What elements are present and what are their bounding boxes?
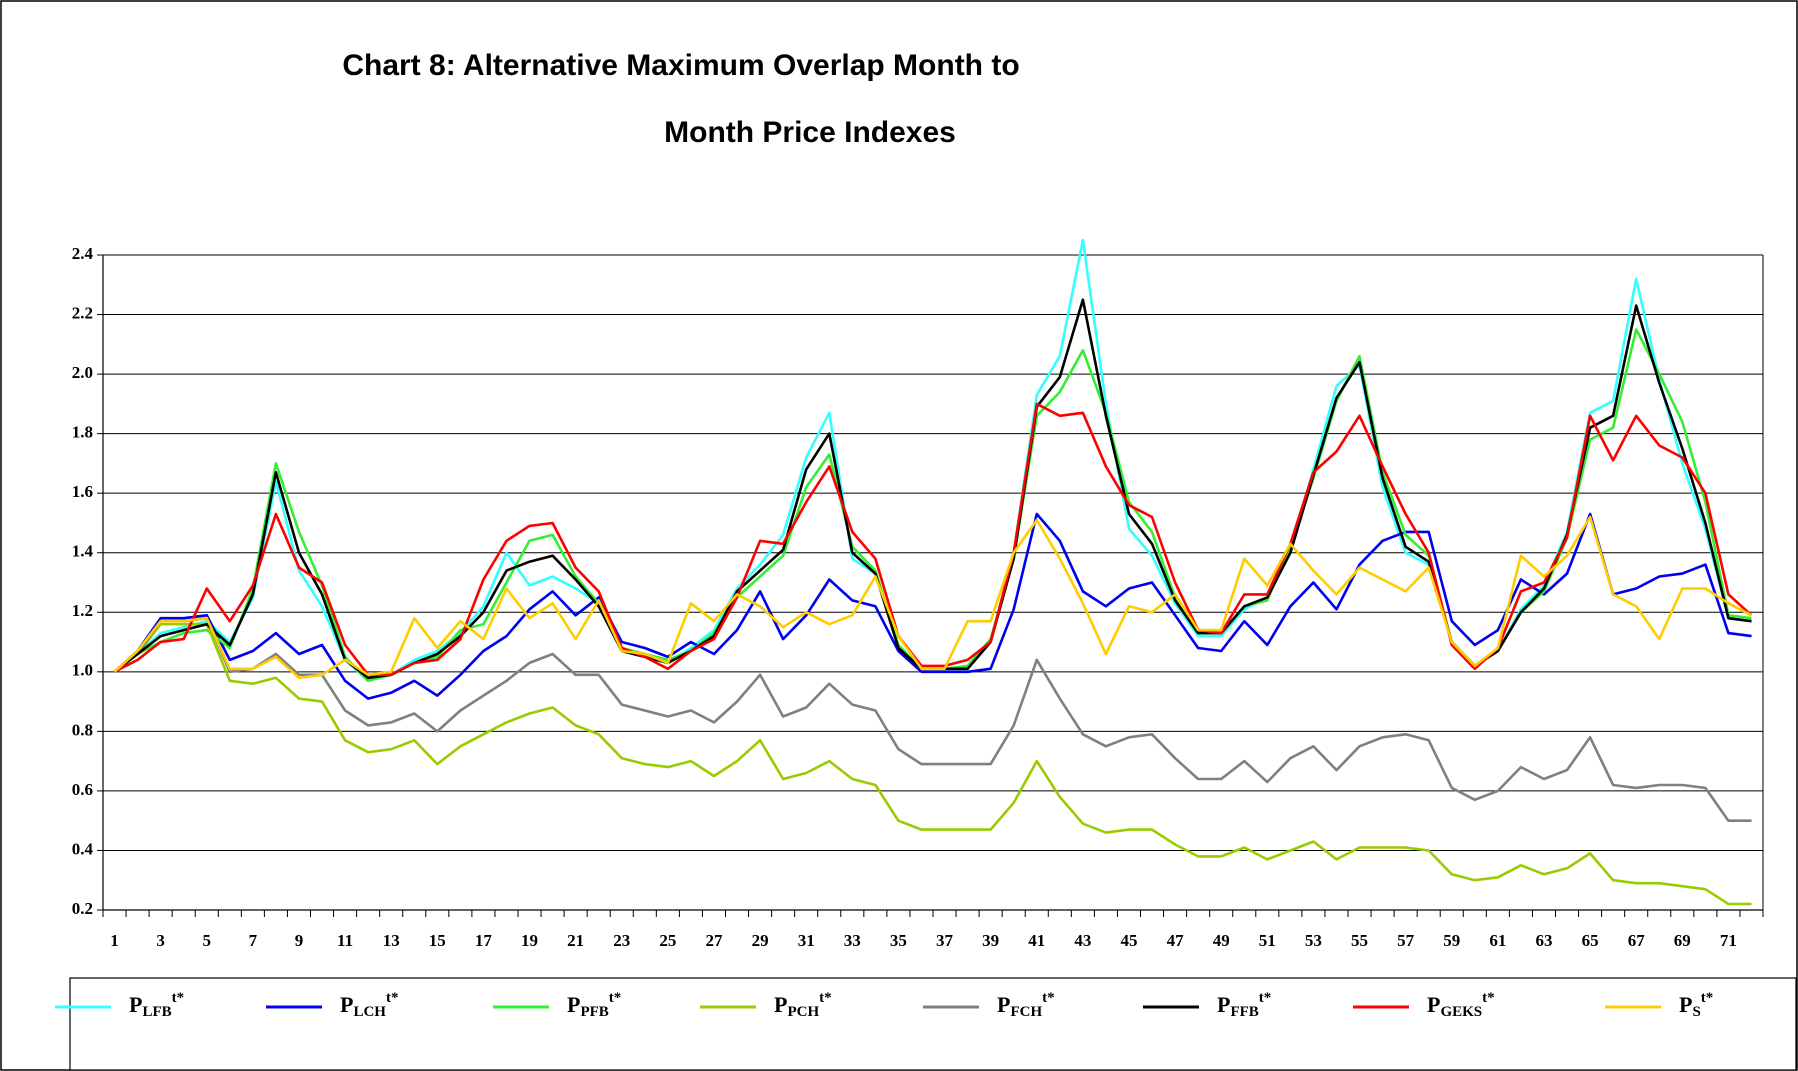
legend-superscript: t* [1482, 990, 1495, 1006]
x-tick-label: 27 [705, 931, 723, 950]
legend-superscript: t* [1701, 990, 1714, 1006]
x-tick-label: 35 [890, 931, 907, 950]
legend-subscript: PCH [787, 1004, 819, 1020]
x-tick-label: 71 [1720, 931, 1737, 950]
legend-label: PLFBt* [129, 990, 184, 1020]
y-tick-label: 1.4 [72, 542, 94, 561]
legend-subscript: LCH [353, 1004, 386, 1020]
legend-name: P [774, 992, 787, 1017]
y-tick-label: 1.8 [72, 423, 93, 442]
y-tick-label: 0.4 [72, 839, 94, 858]
legend-name: P [129, 992, 142, 1017]
legend-subscript: GEKS [1440, 1004, 1482, 1020]
x-tick-label: 9 [295, 931, 304, 950]
legend-label: PSt* [1679, 990, 1713, 1020]
series-line [113, 512, 1752, 700]
legend-name: P [1679, 992, 1692, 1017]
x-tick-label: 69 [1674, 931, 1691, 950]
x-tick-label: 47 [1167, 931, 1185, 950]
x-tick-label: 67 [1628, 931, 1646, 950]
legend-name: P [997, 992, 1010, 1017]
y-tick-label: 0.6 [72, 780, 93, 799]
legend-name: P [567, 992, 580, 1017]
legend-superscript: t* [172, 990, 185, 1006]
x-tick-label: 63 [1535, 931, 1552, 950]
x-tick-label: 37 [936, 931, 954, 950]
series-line [113, 622, 1752, 906]
legend-subscript: LFB [142, 1004, 171, 1020]
y-tick-label: 1.6 [72, 482, 93, 501]
chart-title: Month Price Indexes [664, 116, 956, 149]
x-tick-label: 17 [475, 931, 493, 950]
x-tick-label: 45 [1120, 931, 1137, 950]
x-tick-label: 59 [1443, 931, 1460, 950]
x-tick-label: 33 [844, 931, 861, 950]
y-tick-label: 2.4 [72, 244, 94, 263]
series-line [113, 616, 1752, 822]
x-tick-label: 13 [383, 931, 400, 950]
legend-superscript: t* [1042, 990, 1055, 1006]
y-tick-label: 2.0 [72, 363, 93, 382]
x-tick-label: 57 [1397, 931, 1415, 950]
legend-superscript: t* [386, 990, 399, 1006]
series-line [113, 515, 1753, 680]
legend-subscript: S [1692, 1004, 1700, 1020]
legend-superscript: t* [1259, 990, 1272, 1006]
x-tick-label: 55 [1351, 931, 1368, 950]
x-tick-label: 25 [659, 931, 676, 950]
x-tick-label: 29 [752, 931, 769, 950]
legend-name: P [340, 992, 353, 1017]
x-tick-label: 31 [798, 931, 815, 950]
legend-subscript: FCH [1010, 1004, 1042, 1020]
y-tick-label: 2.2 [72, 303, 93, 322]
legend-label: PFFBt* [1217, 990, 1271, 1020]
legend-label: PLCHt* [340, 990, 398, 1020]
x-tick-label: 61 [1489, 931, 1506, 950]
chart-title: Chart 8: Alternative Maximum Overlap Mon… [342, 49, 1019, 82]
x-tick-label: 51 [1259, 931, 1276, 950]
x-tick-label: 65 [1582, 931, 1599, 950]
x-tick-label: 5 [203, 931, 212, 950]
legend-name: P [1427, 992, 1440, 1017]
x-tick-label: 3 [156, 931, 165, 950]
legend-superscript: t* [819, 990, 832, 1006]
y-tick-label: 0.8 [72, 720, 93, 739]
legend-name: P [1217, 992, 1230, 1017]
legend-label: PFCHt* [997, 990, 1055, 1020]
y-tick-label: 1.0 [72, 661, 93, 680]
x-tick-label: 15 [429, 931, 446, 950]
x-tick-label: 11 [337, 931, 353, 950]
legend-label: PPCHt* [774, 990, 832, 1020]
series-line [113, 402, 1753, 677]
legend-subscript: PFB [580, 1004, 608, 1020]
legend-superscript: t* [609, 990, 622, 1006]
x-tick-label: 53 [1305, 931, 1322, 950]
x-tick-label: 19 [521, 931, 538, 950]
y-tick-label: 0.2 [72, 899, 93, 918]
x-tick-label: 49 [1213, 931, 1230, 950]
legend-label: PGEKSt* [1427, 990, 1495, 1020]
legend-box [69, 977, 1797, 1071]
x-tick-label: 23 [613, 931, 630, 950]
legend-subscript: FFB [1230, 1004, 1258, 1020]
x-tick-label: 41 [1028, 931, 1045, 950]
x-tick-label: 7 [249, 931, 258, 950]
y-tick-label: 1.2 [72, 601, 93, 620]
legend-label: PPFBt* [567, 990, 621, 1020]
x-tick-label: 1 [110, 931, 119, 950]
x-tick-label: 39 [982, 931, 999, 950]
x-tick-label: 21 [567, 931, 584, 950]
x-tick-label: 43 [1074, 931, 1091, 950]
